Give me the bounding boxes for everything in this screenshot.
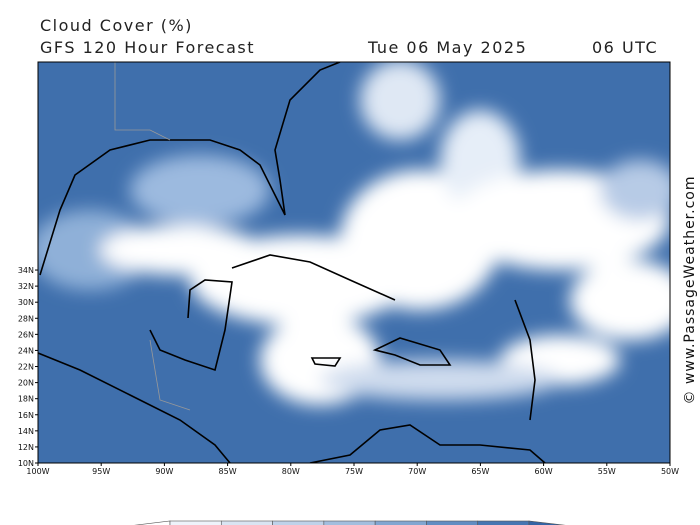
lat-label: 32N (18, 282, 34, 291)
lon-label: 55W (598, 467, 616, 476)
lat-label: 16N (18, 411, 34, 420)
lon-label: 90W (155, 467, 173, 476)
lat-label: 26N (18, 330, 34, 339)
date: Tue 06 May 2025 (367, 38, 527, 57)
lat-label: 24N (18, 346, 34, 355)
lat-label: 14N (18, 427, 34, 436)
lat-label: 34N (18, 266, 34, 275)
lon-label: 80W (282, 467, 300, 476)
lon-label: 70W (408, 467, 426, 476)
lon-label: 65W (471, 467, 489, 476)
lat-label: 30N (18, 298, 34, 307)
legend-high (528, 520, 566, 525)
coastlines (38, 62, 546, 463)
map (38, 62, 670, 463)
lon-label: 95W (92, 467, 110, 476)
lat-label: 20N (18, 379, 34, 388)
legend-swatch (374, 520, 427, 525)
legend-swatch (477, 520, 530, 525)
lat-label: 28N (18, 314, 34, 323)
subtitle: GFS 120 Hour Forecast (40, 38, 255, 57)
legend-swatch (426, 520, 479, 525)
lat-label: 12N (18, 443, 34, 452)
lon-label: 60W (535, 467, 553, 476)
legend: 1025405060758599 (134, 520, 566, 525)
lon-label: 100W (26, 467, 49, 476)
cloud-field (38, 62, 670, 405)
lat-label: 22N (18, 363, 34, 372)
borders (114, 62, 191, 411)
lon-label: 85W (219, 467, 237, 476)
lon-label: 75W (345, 467, 363, 476)
title: Cloud Cover (%) (40, 16, 193, 35)
lat-label: 18N (18, 395, 34, 404)
legend-swatch (169, 520, 222, 525)
lat-label: 10N (18, 459, 34, 468)
legend-low (134, 520, 171, 525)
legend-swatch (272, 520, 325, 525)
legend-swatch (220, 520, 273, 525)
credit: © www.PassageWeather.com (682, 175, 698, 404)
legend-swatch (323, 520, 376, 525)
time: 06 UTC (592, 38, 658, 57)
axes: 10N 12N 14N 16N 18N 20N 22N 24N 26N 28N 30N 32N 34N 1… (18, 266, 679, 476)
lon-label: 50W (661, 467, 679, 476)
